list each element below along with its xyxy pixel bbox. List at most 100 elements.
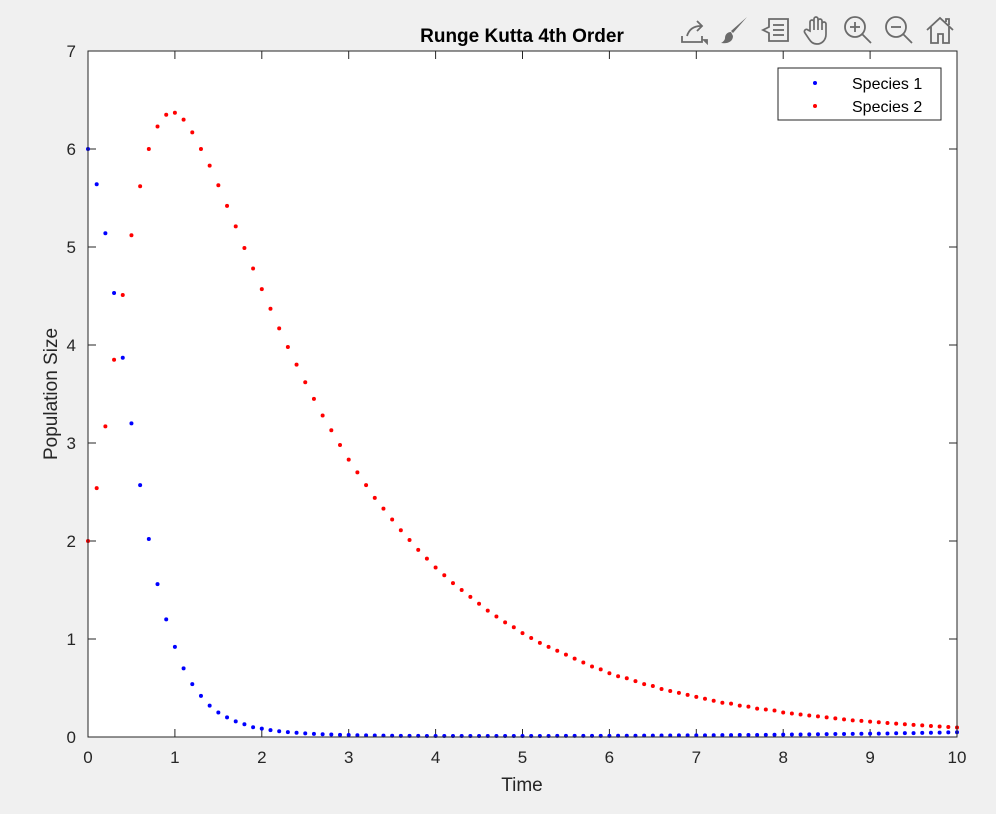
data-point (833, 716, 838, 721)
data-point (355, 470, 360, 475)
data-point (364, 483, 369, 488)
x-tick-label: 9 (865, 748, 874, 767)
data-point (364, 733, 369, 738)
data-point (320, 732, 325, 737)
data-point (138, 483, 143, 488)
data-point (720, 733, 725, 738)
export-button[interactable] (676, 12, 712, 48)
data-point (720, 700, 725, 705)
data-point (650, 684, 655, 689)
data-point (207, 703, 212, 708)
axes-toolbar (676, 12, 958, 48)
data-point (294, 730, 299, 735)
data-point (494, 614, 499, 619)
data-point (581, 660, 586, 665)
data-point (146, 147, 151, 151)
legend-label: Species 1 (852, 76, 922, 93)
data-point (937, 724, 942, 729)
y-tick-label: 4 (67, 336, 76, 355)
data-point (164, 617, 169, 622)
data-point (798, 732, 803, 737)
data-point (407, 538, 412, 543)
data-point (807, 732, 812, 737)
data-point (824, 715, 829, 720)
data-point (789, 732, 794, 737)
data-point (329, 428, 334, 433)
data-point (242, 722, 247, 727)
data-point (772, 708, 777, 713)
data-point (120, 293, 125, 298)
data-point (242, 245, 247, 250)
data-point (859, 731, 864, 736)
data-point (181, 666, 186, 671)
data-point (711, 698, 716, 703)
data-point (320, 413, 325, 418)
data-point (894, 721, 899, 726)
data-point (876, 731, 881, 736)
data-point (763, 707, 768, 712)
data-point (911, 722, 916, 727)
data-point (459, 588, 464, 592)
data-point (285, 344, 290, 349)
x-tick-label: 8 (778, 748, 787, 767)
data-point (607, 671, 612, 676)
data-point (833, 732, 838, 737)
data-point (711, 733, 716, 738)
data-point (850, 718, 855, 723)
data-point (815, 732, 820, 737)
data-point (868, 731, 873, 736)
data-point (303, 380, 308, 385)
data-point (763, 732, 768, 737)
data-point (233, 224, 238, 229)
data-point (737, 703, 742, 708)
y-tick-label: 1 (67, 630, 76, 649)
data-point (755, 732, 760, 737)
data-point (876, 720, 881, 725)
data-point (285, 730, 290, 735)
brush-button[interactable] (717, 12, 753, 48)
pan-button[interactable] (799, 12, 835, 48)
data-point (902, 731, 907, 736)
data-point (190, 682, 195, 687)
data-point (937, 730, 942, 735)
data-point (642, 682, 647, 687)
data-point (268, 306, 273, 311)
data-point (381, 506, 386, 511)
data-point (346, 733, 351, 738)
y-tick-label: 3 (67, 434, 76, 453)
data-point (129, 421, 134, 426)
data-point (433, 565, 438, 570)
data-point (928, 730, 933, 735)
data-point (485, 608, 490, 613)
legend[interactable]: Species 1 Species 2 (777, 67, 942, 121)
data-point (668, 688, 673, 693)
data-point (355, 733, 360, 738)
y-tick-label: 5 (67, 238, 76, 257)
zoom-out-button[interactable] (881, 12, 917, 48)
pan-icon (803, 16, 827, 45)
data-tips-button[interactable] (758, 12, 794, 48)
data-point (251, 725, 256, 730)
x-tick-label: 4 (431, 748, 440, 767)
data-point (103, 231, 108, 236)
data-point (259, 726, 264, 731)
y-tick-label: 0 (67, 728, 76, 747)
data-point (772, 732, 777, 737)
data-point (694, 694, 699, 699)
x-tick-label: 6 (605, 748, 614, 767)
y-axis-label: Population Size (41, 328, 62, 460)
zoom-out-icon (885, 16, 913, 44)
data-point (572, 656, 577, 661)
data-point (885, 720, 890, 725)
axes-box (87, 50, 958, 738)
data-point (850, 731, 855, 736)
data-point (798, 712, 803, 717)
data-point (859, 718, 864, 723)
data-point (676, 690, 681, 695)
data-point (659, 686, 664, 691)
data-point (928, 724, 933, 729)
data-point (390, 517, 395, 522)
data-point (268, 728, 273, 733)
zoom-in-button[interactable] (840, 12, 876, 48)
home-button[interactable] (922, 12, 958, 48)
